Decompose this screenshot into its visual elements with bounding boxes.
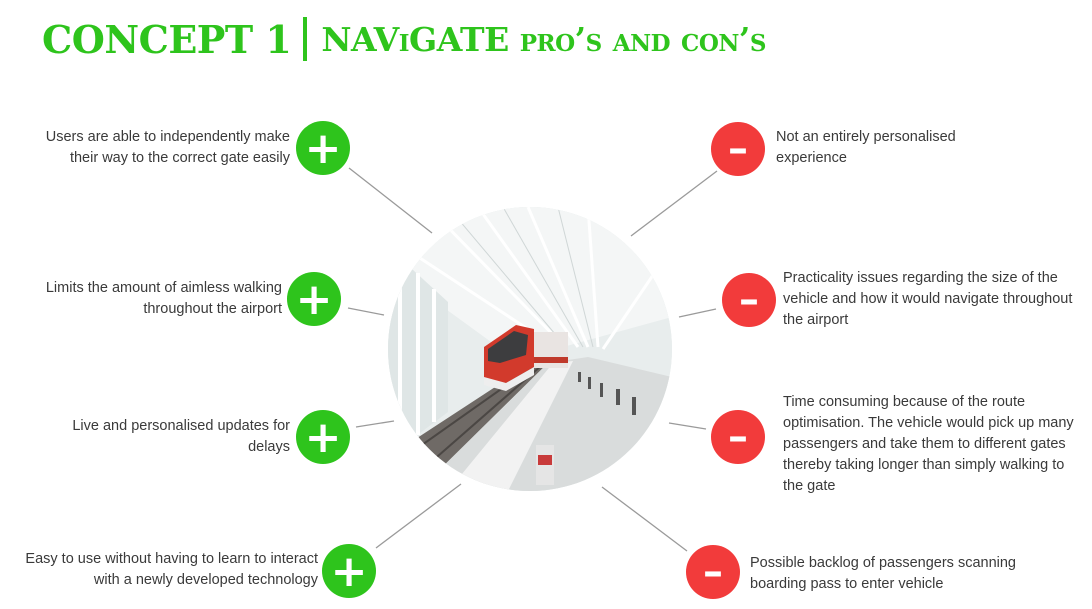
connector-line-pro-1 xyxy=(348,167,433,234)
connector-line-con-2 xyxy=(678,308,717,318)
connector-line-con-3 xyxy=(668,422,707,430)
pro-4-plus-icon: + xyxy=(322,544,376,598)
pro-2-plus-icon: + xyxy=(287,272,341,326)
airport-train-photo xyxy=(388,207,672,491)
con-3-minus-icon: – xyxy=(711,410,765,464)
connector-line-pro-2 xyxy=(347,307,385,316)
con-item-4-text: Possible backlog of passengers scanning … xyxy=(750,555,1016,592)
pro-item-3-text: Live and personalised updates for delays xyxy=(72,418,290,455)
con-1-minus-icon: – xyxy=(711,122,765,176)
title-divider xyxy=(303,17,308,61)
pro-1-plus-icon: + xyxy=(296,121,350,175)
title-main: CONCEPT 1 xyxy=(42,16,292,62)
con-item-1-text: Not an entirely personalised experience xyxy=(776,129,956,166)
con-4-minus-icon: – xyxy=(686,545,740,599)
pro-item-1-text: Users are able to independently make the… xyxy=(45,129,290,166)
con-2-minus-icon: – xyxy=(722,273,776,327)
con-item-3-text: Time consuming because of the route opti… xyxy=(783,394,1074,494)
pro-3-plus-icon: + xyxy=(296,410,350,464)
title-subtitle: NAViGATE pro’s and con’s xyxy=(321,19,767,59)
connector-line-con-1 xyxy=(630,170,718,237)
pro-item-2-text: Limits the amount of aimless walking thr… xyxy=(45,280,282,317)
slide-title: CONCEPT 1 NAViGATE pro’s and con’s xyxy=(42,14,767,64)
pro-item-4-text: Easy to use without having to learn to i… xyxy=(25,551,318,588)
connector-line-pro-4 xyxy=(375,483,462,549)
connector-line-pro-3 xyxy=(355,420,395,428)
con-item-2-text: Practicality issues regarding the size o… xyxy=(783,270,1073,328)
connector-line-con-4 xyxy=(601,486,688,552)
